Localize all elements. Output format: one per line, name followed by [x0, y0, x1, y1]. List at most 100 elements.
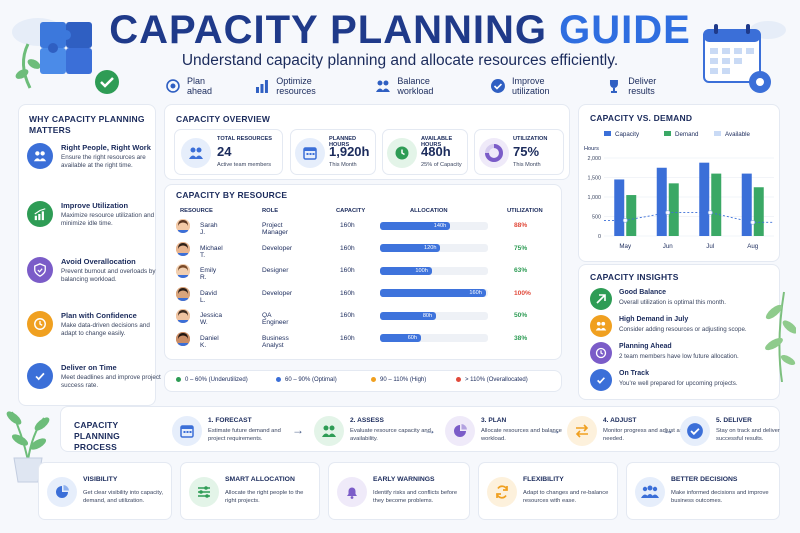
- resource-utilization: 63%: [514, 267, 528, 274]
- x-tick-label: Jul: [706, 243, 714, 250]
- resource-name: Emily R.: [200, 267, 217, 281]
- y-tick-label: 500: [592, 215, 601, 221]
- calendar-icon: [172, 416, 202, 446]
- bell-icon: [337, 477, 367, 507]
- arrow-right-icon: →: [424, 423, 436, 437]
- allocation-label: 120h: [424, 245, 437, 251]
- avatar: [176, 286, 190, 301]
- resource-role: Developer: [262, 244, 293, 252]
- bar-demand: [668, 183, 679, 236]
- page-title: CAPACITY PLANNING GUIDE: [109, 8, 691, 52]
- check-icon: [590, 369, 612, 391]
- pie-icon: [445, 416, 475, 446]
- resource-utilization: 50%: [514, 312, 528, 319]
- why-panel: WHY CAPACITY PLANNING MATTERS Right Peop…: [18, 104, 161, 406]
- avatar: [176, 331, 190, 346]
- col-header-utilization: UTILIZATION: [507, 208, 543, 214]
- arrow-right-icon: →: [549, 423, 561, 437]
- bar-capacity: [741, 173, 752, 236]
- avatar: [176, 309, 190, 323]
- benefit-card-flexibility: FLEXIBILITY Adapt to changes and re-bala…: [478, 462, 618, 520]
- allocation-bar: 80h: [380, 311, 488, 320]
- resource-name: David L.: [200, 289, 217, 304]
- tag-optimize-resources: Optimize resources: [254, 76, 353, 96]
- resource-panel: [164, 184, 562, 360]
- bar-capacity: [614, 179, 625, 236]
- people-icon: [635, 477, 665, 507]
- allocation-bar-fill: 80h: [380, 311, 437, 320]
- allocation-bar-fill: 60h: [380, 334, 422, 342]
- bar-demand: [711, 173, 722, 236]
- chart-title: CAPACITY VS. DEMAND: [590, 113, 693, 123]
- legend-label: Demand: [675, 131, 699, 138]
- stat-card-utilization: UTILIZATION 75% This Month: [474, 129, 564, 175]
- available-point: [665, 210, 671, 215]
- resource-role: QA Engineer: [262, 312, 289, 326]
- bar-demand: [753, 187, 764, 236]
- col-header-capacity: CAPACITY: [336, 208, 366, 214]
- bar-demand: [626, 195, 637, 236]
- stat-card-available-hours: AVAILABLE HOURS 480h 25% of Capacity: [382, 129, 468, 175]
- arrow-right-icon: →: [662, 423, 674, 437]
- y-tick-label: 1,000: [588, 195, 602, 201]
- benefit-card-visibility: VISIBILITY Get clear visibility into cap…: [38, 462, 172, 520]
- resource-role: Developer: [262, 289, 293, 297]
- insights-title: CAPACITY INSIGHTS: [590, 272, 679, 282]
- people-icon: [181, 138, 211, 168]
- available-line: [604, 212, 774, 223]
- clock-icon: [387, 138, 417, 168]
- available-point: [707, 210, 713, 215]
- available-point: [622, 218, 628, 223]
- resource-capacity: 160h: [340, 267, 355, 274]
- allocation-label: 80h: [422, 312, 433, 319]
- legend-label: Capacity: [615, 131, 640, 138]
- allocation-bar: 160h: [380, 289, 488, 297]
- chart-up-icon: [27, 201, 53, 227]
- resource-role: Designer: [262, 267, 289, 274]
- page-subtitle: Understand capacity planning and allocat…: [181, 52, 619, 69]
- bar-capacity: [656, 167, 667, 236]
- x-tick-label: May: [619, 243, 632, 250]
- benefit-card-better-decisions: BETTER DECISIONS Make informed decisions…: [626, 462, 780, 520]
- calendar-illustration: [703, 21, 786, 93]
- allocation-bar: 60h: [380, 334, 488, 342]
- allocation-bar-fill: 120h: [380, 244, 441, 252]
- people-icon: [314, 416, 344, 446]
- trophy-icon: [610, 80, 619, 93]
- check-icon: [680, 416, 710, 446]
- legend-swatch: [664, 131, 671, 136]
- allocation-bar: 120h: [380, 244, 488, 252]
- people-icon: [376, 80, 391, 92]
- y-tick-label: 0: [598, 234, 601, 240]
- potted-plant-illustration: [6, 411, 50, 483]
- process-title: CAPACITY PLANNING PROCESS: [74, 420, 120, 452]
- bar-chart-icon: [256, 80, 269, 93]
- clock-icon: [27, 311, 53, 337]
- clock-icon: [590, 342, 612, 364]
- resource-role: Project Manager: [262, 222, 289, 236]
- resource-utilization: 38%: [514, 334, 528, 342]
- tag-plan-ahead: Plan ahead: [165, 76, 232, 96]
- donut-icon: [479, 138, 509, 168]
- y-tick-label: 1,500: [588, 176, 602, 182]
- legend-swatch: [604, 131, 611, 136]
- allocation-bar: 140h: [380, 221, 488, 230]
- legend-high: 90 – 110% (High): [371, 377, 426, 383]
- allocation-bar-fill: 160h: [380, 289, 486, 297]
- utilization-legend: [164, 370, 562, 392]
- available-point: [750, 219, 756, 225]
- pie-icon: [47, 477, 77, 507]
- allocation-bar-fill: 100h: [380, 266, 432, 275]
- arrow-up-icon: [590, 288, 612, 310]
- bar-capacity: [699, 162, 710, 236]
- shield-icon: [27, 257, 53, 283]
- legend-label: Available: [725, 131, 751, 138]
- tag-strip: Plan ahead Optimize resources Balance wo…: [165, 76, 685, 96]
- resource-title: CAPACITY BY RESOURCE: [176, 190, 288, 200]
- capacity-demand-chart: Capacity Demand Available Hours 0 500 1,000 1,5…: [584, 131, 774, 250]
- target-icon: [166, 79, 180, 93]
- resource-capacity: 160h: [340, 222, 355, 229]
- resource-utilization: 100%: [514, 289, 531, 297]
- x-tick-label: Aug: [747, 243, 759, 250]
- y-axis-label: Hours: [584, 146, 599, 152]
